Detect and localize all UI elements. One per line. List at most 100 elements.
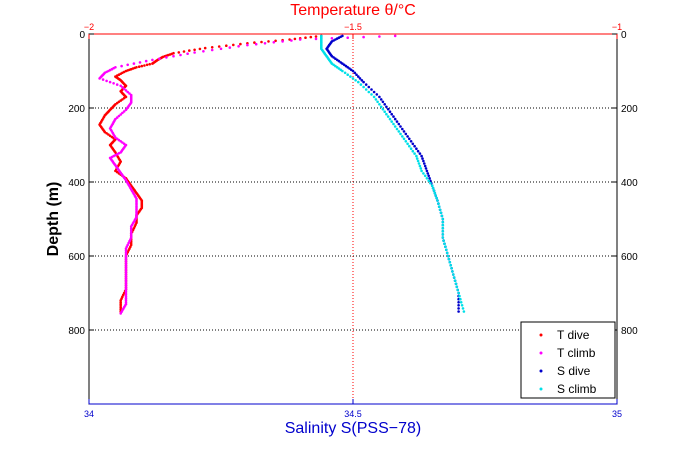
data-point (115, 116, 119, 119)
data-point (124, 89, 128, 92)
data-point (462, 310, 466, 313)
data-point (381, 107, 385, 111)
data-point (124, 267, 128, 271)
data-point (119, 306, 122, 310)
data-point (179, 53, 182, 57)
data-point (397, 130, 401, 133)
data-point (424, 167, 428, 170)
data-point (343, 71, 347, 75)
data-point (423, 164, 427, 168)
y-axis-title: Depth (m) (45, 182, 62, 257)
data-point (346, 73, 350, 76)
data-point (392, 115, 395, 118)
data-point (298, 38, 302, 41)
data-point (124, 282, 128, 286)
legend-items: T dive T climb S dive S climb (539, 328, 597, 396)
data-point (124, 262, 128, 265)
data-point (228, 46, 232, 49)
data-point (124, 265, 128, 269)
data-point (198, 47, 202, 51)
data-point (126, 90, 129, 94)
data-point (456, 288, 460, 292)
data-point (357, 75, 360, 78)
legend-label: S climb (557, 382, 597, 396)
series-layer (98, 34, 466, 315)
data-point (119, 304, 122, 308)
y-tick-label-left: 400 (68, 178, 85, 189)
data-point (124, 256, 128, 260)
data-point (314, 37, 318, 41)
data-point (451, 270, 454, 273)
data-point (375, 93, 379, 96)
data-point (374, 98, 378, 101)
legend-marker (539, 333, 543, 337)
data-point (416, 149, 420, 153)
bottom-axis-title: Salinity S(PSS−78) (285, 420, 422, 437)
data-point (119, 312, 122, 315)
data-point (381, 100, 385, 104)
data-point (101, 78, 105, 81)
legend-marker (539, 351, 543, 355)
data-point (429, 181, 432, 185)
data-point (417, 162, 421, 165)
data-point (351, 69, 355, 73)
data-point (441, 233, 445, 236)
data-point (431, 186, 435, 190)
data-point (437, 205, 441, 208)
data-point (385, 112, 388, 116)
data-point (219, 47, 223, 51)
data-point (151, 58, 154, 62)
y-tick-label-left: 800 (68, 326, 85, 337)
data-point (281, 40, 284, 43)
data-point (378, 95, 381, 99)
data-point (210, 46, 214, 49)
data-point (314, 35, 318, 38)
data-point (267, 40, 270, 43)
data-point (437, 202, 440, 205)
data-point (129, 227, 133, 230)
data-point (108, 80, 112, 84)
data-point (432, 189, 436, 192)
data-point (458, 294, 461, 298)
data-point (359, 83, 363, 86)
data-point (383, 103, 387, 106)
data-point (420, 154, 423, 158)
data-point (332, 63, 335, 67)
data-point (342, 63, 346, 67)
data-point (441, 223, 445, 227)
data-point (399, 125, 402, 128)
data-point (413, 152, 416, 155)
y-tick-label-right: 400 (621, 178, 638, 189)
data-point (459, 297, 462, 301)
data-point (353, 71, 357, 75)
data-point (441, 217, 445, 221)
data-point (124, 289, 128, 293)
data-point (121, 141, 124, 144)
data-point (132, 62, 136, 65)
data-point (399, 132, 402, 136)
data-point (402, 137, 406, 141)
data-point (440, 214, 444, 218)
data-point (457, 307, 460, 310)
data-point (274, 39, 277, 43)
data-point (416, 159, 420, 163)
data-point (124, 275, 128, 278)
data-point (459, 301, 463, 304)
data-point (409, 140, 413, 143)
data-point (290, 39, 293, 42)
data-point (225, 44, 228, 47)
data-point (124, 297, 128, 300)
data-point (332, 56, 335, 59)
data-point (441, 230, 445, 233)
data-point (304, 36, 307, 39)
y-tick-label-left: 0 (79, 30, 85, 41)
data-point (122, 110, 126, 113)
data-point (461, 307, 465, 310)
data-point (232, 43, 235, 47)
data-point (188, 49, 191, 52)
data-point (411, 149, 415, 153)
data-point (254, 42, 258, 46)
data-point (186, 52, 189, 55)
data-point (246, 43, 249, 47)
data-point (409, 147, 413, 150)
